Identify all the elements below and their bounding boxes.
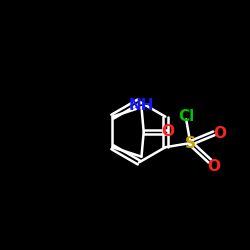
Text: O: O [208,159,220,174]
Text: O: O [214,126,226,141]
Text: O: O [161,124,174,140]
Text: NH: NH [129,98,154,113]
Text: Cl: Cl [178,109,194,124]
Text: S: S [185,136,196,150]
